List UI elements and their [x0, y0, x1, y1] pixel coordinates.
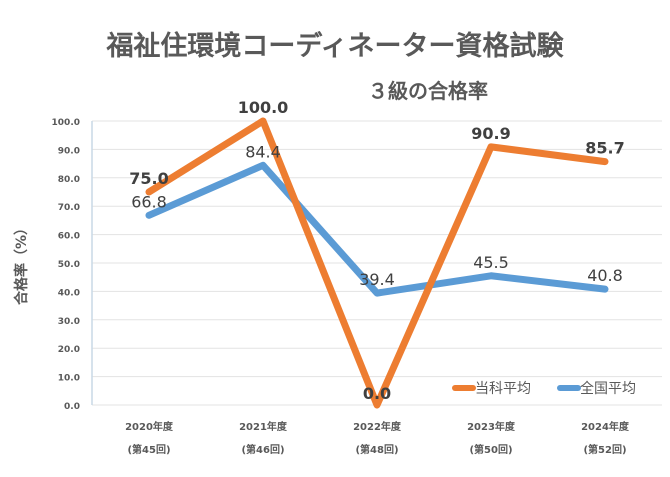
- x-tick-round: (第45回): [127, 443, 170, 456]
- data-label: 0.0: [363, 384, 391, 403]
- x-tick-year: 2024年度: [581, 420, 630, 433]
- data-label: 75.0: [129, 169, 168, 188]
- chart-title: 福祉住環境コーディネーター資格試験: [105, 30, 564, 62]
- y-tick-label: 20.0: [58, 345, 80, 355]
- x-tick-year: 2023年度: [467, 420, 516, 433]
- data-label: 100.0: [238, 98, 289, 117]
- y-tick-label: 70.0: [58, 203, 80, 213]
- data-label: 40.8: [587, 266, 623, 285]
- y-axis-label: 合格率（%）: [13, 221, 30, 305]
- data-label: 90.9: [471, 124, 510, 143]
- legend-label: 当科平均: [475, 381, 531, 397]
- y-tick-label: 50.0: [58, 260, 80, 270]
- x-tick-round: (第52回): [583, 443, 626, 456]
- y-tick-label: 60.0: [58, 232, 80, 242]
- y-tick-label: 80.0: [58, 175, 80, 185]
- data-label: 66.8: [131, 192, 167, 211]
- legend-label: 全国平均: [580, 380, 636, 397]
- data-label: 84.4: [245, 142, 281, 161]
- chart-subtitle: ３級の合格率: [368, 79, 488, 103]
- data-label: 85.7: [585, 139, 624, 158]
- y-tick-label: 0.0: [64, 402, 80, 412]
- x-tick-round: (第50回): [469, 443, 512, 456]
- x-tick-year: 2022年度: [353, 420, 402, 433]
- y-tick-label: 40.0: [58, 288, 80, 298]
- y-tick-label: 30.0: [58, 317, 80, 327]
- y-tick-label: 10.0: [58, 374, 80, 384]
- x-tick-year: 2020年度: [125, 420, 174, 433]
- x-tick-round: (第48回): [355, 443, 398, 456]
- x-tick-round: (第46回): [241, 443, 284, 456]
- data-label: 39.4: [359, 270, 395, 289]
- y-tick-label: 90.0: [58, 146, 80, 156]
- x-tick-year: 2021年度: [239, 420, 288, 433]
- y-tick-label: 100.0: [52, 118, 80, 128]
- data-label: 45.5: [473, 253, 509, 272]
